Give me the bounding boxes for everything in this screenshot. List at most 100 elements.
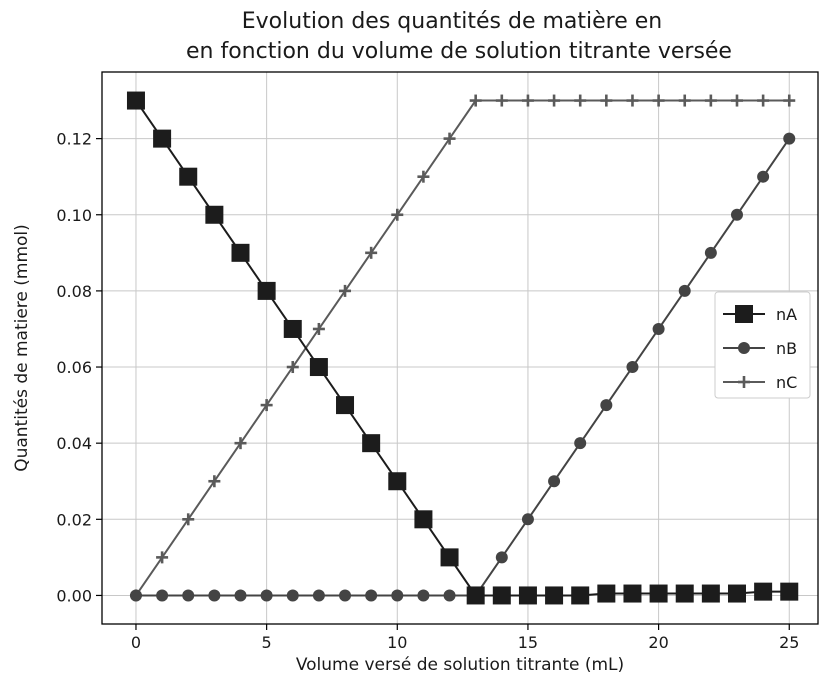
series-nc-point [443,132,456,145]
series-nc-point [783,94,796,107]
series-nc-point [208,475,221,488]
series-na-point [780,582,799,601]
series-nc-point [365,246,378,259]
series-nb-point [286,589,299,602]
series-na-point [205,205,224,224]
series-nb [129,132,796,602]
series-nb-point [626,361,639,374]
series-nc-point [391,208,404,221]
series-nb-point [443,589,456,602]
series-na-point [649,584,668,603]
series-na-point [518,586,537,605]
series-nc-point [757,94,770,107]
series-nc-point [339,284,352,297]
series-na-point [545,586,564,605]
series-na-point [414,510,433,529]
series-nc-point [626,94,639,107]
series-nb-point [783,132,796,145]
legend-label-nc: nC [776,373,797,392]
series-nb-point [652,322,665,335]
series-nc [129,94,796,602]
series-na-point [309,358,328,377]
legend: nA nB nC [714,291,811,399]
series-na-point [727,584,746,603]
x-tick-label: 15 [518,633,538,652]
series-nc-point [652,94,665,107]
y-tick-label: 0.08 [56,282,92,301]
series-na-point [153,129,172,148]
y-tick-label: 0.12 [56,130,92,149]
y-axis-label: Quantités de matiere (mmol) [12,224,32,472]
legend-marker-na [735,305,753,323]
legend-label-nb: nB [776,339,797,358]
series-nb-point [234,589,247,602]
series-nc-point [521,94,534,107]
series-nc-point [469,94,482,107]
series-nb-point [365,589,378,602]
series-na-point [231,243,250,262]
series-nc-point [182,513,195,526]
series-nc-point [312,322,325,335]
x-tick-label: 0 [131,633,141,652]
series-na [126,91,799,605]
series-layer [126,91,799,605]
series-nb-point [260,589,273,602]
series-nb-point [495,551,508,564]
series-na-point [492,586,511,605]
series-nc-point [730,94,743,107]
series-nb-point [312,589,325,602]
plot-frame [101,71,819,625]
series-nb-point [678,284,691,297]
series-na-point [701,584,720,603]
y-tick-label: 0.00 [56,586,92,605]
series-na-point [126,91,145,110]
series-nc-point [495,94,508,107]
series-na-point [440,548,459,567]
series-na-point [336,396,355,415]
series-nb-point [156,589,169,602]
series-nb-point [182,589,195,602]
series-nb-point [757,170,770,183]
series-nb-point [600,399,613,412]
series-nc-point [260,399,273,412]
series-nb-point [704,246,717,259]
x-tick-label: 5 [262,633,272,652]
series-na-point [571,586,590,605]
series-na-point [597,584,616,603]
legend-marker-nb [738,342,750,354]
x-tick-label: 10 [387,633,407,652]
y-tick-label: 0.06 [56,358,92,377]
series-nb-point [548,475,561,488]
y-tick-label: 0.02 [56,510,92,529]
series-na-point [362,434,381,453]
series-nc-point [548,94,561,107]
x-tick-label: 25 [779,633,799,652]
legend-label-na: nA [776,305,797,324]
series-na-point [179,167,198,186]
series-na-point [283,319,302,338]
series-nb-point [391,589,404,602]
series-nb-point [574,437,587,450]
legend-marker-nc [738,376,750,388]
x-axis-label: Volume versé de solution titrante (mL) [296,655,624,675]
series-nc-point [678,94,691,107]
series-nc-point [234,437,247,450]
series-na-point [675,584,694,603]
series-na-point [257,281,276,300]
series-na-point [623,584,642,603]
series-na-point [388,472,407,491]
series-nc-point [600,94,613,107]
x-tick-label: 20 [648,633,668,652]
series-na-point [466,586,485,605]
series-nb-point [521,513,534,526]
series-nb-point [339,589,352,602]
y-tick-label: 0.10 [56,206,92,225]
series-nc-point [156,551,169,564]
series-nc-point [574,94,587,107]
ticks: 0 5 10 15 20 25 0.00 0.02 0.04 0.06 0.08 0.10 0.12 [56,130,799,652]
series-nb-point [417,589,430,602]
series-nb-point [730,208,743,221]
y-tick-label: 0.04 [56,434,92,453]
